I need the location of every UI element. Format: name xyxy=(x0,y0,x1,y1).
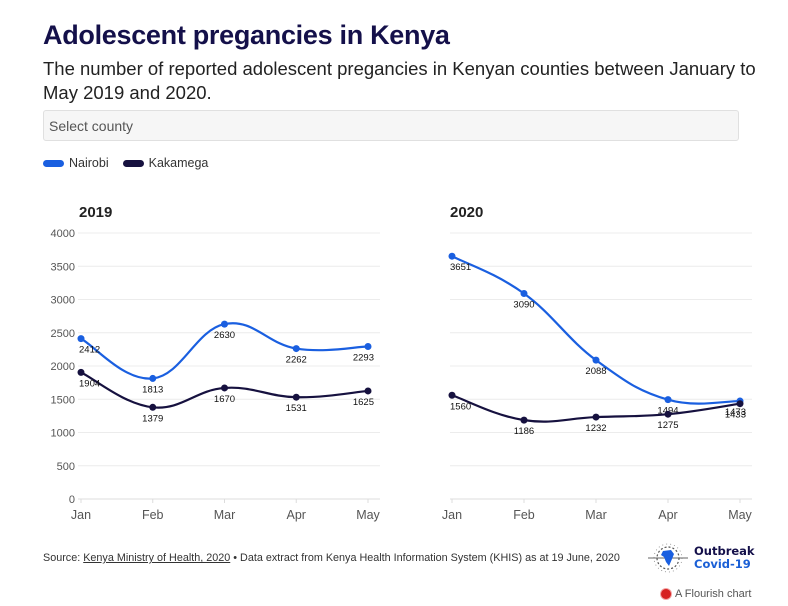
data-label-kakamega-Feb: 1186 xyxy=(514,426,534,437)
logo-line1: Outbreak xyxy=(694,544,755,558)
x-tick-label-May: May xyxy=(728,508,752,522)
point-nairobi-Mar xyxy=(221,320,228,328)
data-label-nairobi-Apr: 2262 xyxy=(286,355,307,366)
point-kakamega-Apr xyxy=(292,393,300,401)
y-tick-label-2000: 2000 xyxy=(51,361,75,373)
point-nairobi-Feb xyxy=(520,290,528,298)
y-tick-label-3500: 3500 xyxy=(51,261,75,273)
panel-title-2020: 2020 xyxy=(450,204,483,221)
point-kakamega-May xyxy=(364,387,372,395)
point-kakamega-Jan xyxy=(77,368,85,376)
y-tick-label-1000: 1000 xyxy=(51,428,75,440)
point-nairobi-Jan xyxy=(448,252,456,260)
x-tick-label-May: May xyxy=(356,508,380,522)
legend-swatch-nairobi xyxy=(43,159,64,167)
y-tick-label-2500: 2500 xyxy=(51,328,75,340)
x-tick-label-Feb: Feb xyxy=(142,508,164,522)
point-kakamega-Mar xyxy=(221,384,228,392)
data-label-kakamega-Jan: 1560 xyxy=(450,401,471,412)
y-tick-label-3000: 3000 xyxy=(51,295,75,307)
flourish-icon xyxy=(661,589,671,599)
county-select-placeholder: Select county xyxy=(49,118,134,134)
logo-line2: Covid-19 xyxy=(694,557,751,571)
point-kakamega-Jan xyxy=(448,391,456,399)
point-kakamega-Feb xyxy=(520,416,528,424)
legend-swatch-kakamega xyxy=(122,159,144,167)
county-select[interactable]: Select county xyxy=(43,110,739,141)
charts-area: 2019 0 500 1000 1500 2000 2500 3000 3500 4000 Jan F… xyxy=(51,204,753,522)
point-nairobi-Jan xyxy=(77,335,85,343)
x-tick-label-Apr: Apr xyxy=(658,508,677,522)
point-kakamega-Feb xyxy=(149,403,157,411)
point-nairobi-Apr xyxy=(292,345,300,353)
data-label-kakamega-Mar: 1232 xyxy=(585,423,606,434)
data-label-nairobi-Mar: 2088 xyxy=(585,366,606,377)
data-label-nairobi-Mar: 2630 xyxy=(214,330,235,341)
y-tick-label-1500: 1500 xyxy=(51,394,75,406)
panel-title-2019: 2019 xyxy=(79,204,112,221)
x-tick-label-Apr: Apr xyxy=(287,508,306,522)
x-tick-label-Mar: Mar xyxy=(214,508,236,522)
point-nairobi-Feb xyxy=(149,374,157,382)
point-nairobi-Mar xyxy=(592,356,600,364)
data-label-kakamega-Jan: 1904 xyxy=(79,378,100,389)
x-tick-label-Jan: Jan xyxy=(71,508,91,522)
data-label-nairobi-Jan: 2412 xyxy=(79,345,100,356)
data-label-kakamega-May: 1625 xyxy=(353,397,374,408)
source-suffix: • Data extract from Kenya Health Informa… xyxy=(230,552,620,564)
legend-label-kakamega: Kakamega xyxy=(148,156,209,170)
source-note: Source: Kenya Ministry of Health, 2020 •… xyxy=(43,552,620,564)
legend-item-kakamega[interactable]: Kakamega xyxy=(122,156,209,170)
data-label-nairobi-May: 1473 xyxy=(725,407,746,418)
line-nairobi-2020 xyxy=(451,255,741,405)
x-tick-label-Jan: Jan xyxy=(442,508,462,522)
x-tick-label-Feb: Feb xyxy=(513,508,535,522)
x-tick-label-Mar: Mar xyxy=(585,508,607,522)
flourish-label: A Flourish chart xyxy=(675,588,752,600)
flourish-credit[interactable]: A Flourish chart xyxy=(661,588,751,600)
legend: Nairobi Kakamega xyxy=(43,156,222,170)
data-label-nairobi-Feb: 1813 xyxy=(142,384,163,395)
legend-item-nairobi[interactable]: Nairobi xyxy=(43,156,109,170)
chart-title: Adolescent pregancies in Kenya xyxy=(43,20,450,50)
y-tick-label-0: 0 xyxy=(69,494,75,506)
data-label-kakamega-Mar: 1670 xyxy=(214,394,235,405)
y-tick-label-4000: 4000 xyxy=(51,228,75,240)
data-label-nairobi-Feb: 3090 xyxy=(513,300,534,311)
point-kakamega-May xyxy=(736,400,744,408)
point-kakamega-Mar xyxy=(592,413,600,421)
y-tick-label-500: 500 xyxy=(57,461,75,473)
data-label-kakamega-Feb: 1379 xyxy=(142,413,163,424)
data-label-nairobi-Jan: 3651 xyxy=(450,262,471,273)
chart-subtitle: The number of reported adolescent pregan… xyxy=(43,58,756,103)
data-label-nairobi-May: 2293 xyxy=(353,353,374,364)
point-kakamega-Apr xyxy=(664,410,672,418)
outbreak-logo[interactable]: Outbreak Covid-19 xyxy=(648,540,755,576)
africa-virus-icon xyxy=(648,543,688,573)
data-label-kakamega-Apr: 1275 xyxy=(657,420,678,431)
legend-label-nairobi: Nairobi xyxy=(69,156,109,170)
data-label-kakamega-May: 1433 xyxy=(725,410,746,421)
source-link[interactable]: Kenya Ministry of Health, 2020 xyxy=(83,552,231,564)
point-nairobi-Apr xyxy=(664,396,672,404)
data-label-kakamega-Apr: 1531 xyxy=(286,403,307,414)
source-prefix: Source: xyxy=(43,552,84,564)
point-nairobi-May xyxy=(364,343,372,351)
